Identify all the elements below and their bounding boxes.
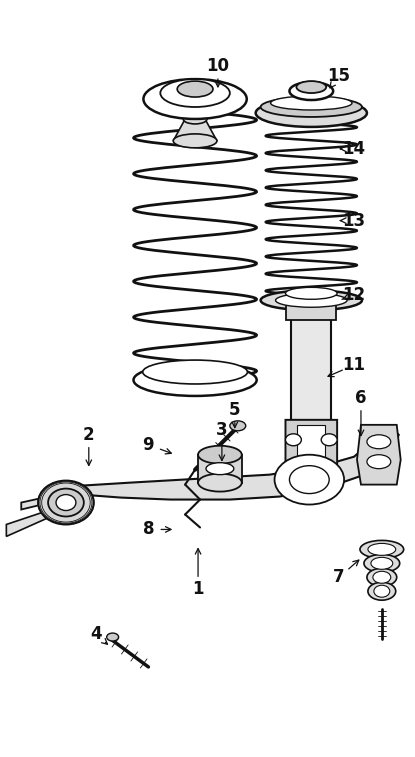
- Ellipse shape: [206, 463, 234, 475]
- Ellipse shape: [261, 291, 362, 310]
- Text: 14: 14: [342, 140, 366, 158]
- Ellipse shape: [173, 134, 217, 148]
- Bar: [198, 455, 242, 483]
- Ellipse shape: [286, 288, 337, 299]
- Ellipse shape: [256, 99, 367, 127]
- Ellipse shape: [289, 82, 333, 100]
- Ellipse shape: [143, 360, 247, 384]
- Text: 4: 4: [90, 625, 102, 643]
- Text: 12: 12: [342, 286, 366, 304]
- Ellipse shape: [367, 455, 391, 469]
- Ellipse shape: [296, 81, 326, 93]
- Ellipse shape: [276, 293, 347, 307]
- Polygon shape: [21, 491, 71, 509]
- Text: 11: 11: [342, 356, 366, 374]
- Ellipse shape: [183, 114, 207, 124]
- Ellipse shape: [367, 435, 391, 449]
- Ellipse shape: [230, 421, 246, 431]
- Text: 13: 13: [342, 212, 366, 229]
- Ellipse shape: [368, 544, 396, 556]
- Ellipse shape: [56, 494, 76, 510]
- Ellipse shape: [321, 434, 337, 446]
- Ellipse shape: [144, 79, 247, 119]
- Ellipse shape: [373, 572, 391, 583]
- Ellipse shape: [271, 96, 352, 110]
- Ellipse shape: [177, 81, 213, 97]
- Polygon shape: [173, 119, 217, 141]
- Polygon shape: [298, 425, 325, 459]
- Bar: [291, 310, 331, 420]
- Ellipse shape: [367, 569, 397, 586]
- Text: 3: 3: [216, 421, 228, 439]
- Ellipse shape: [289, 466, 329, 494]
- Text: 15: 15: [327, 67, 351, 85]
- Polygon shape: [286, 420, 337, 475]
- Ellipse shape: [286, 434, 301, 446]
- Text: 7: 7: [333, 569, 345, 586]
- Ellipse shape: [360, 540, 404, 559]
- Ellipse shape: [261, 97, 362, 117]
- Ellipse shape: [371, 557, 393, 569]
- Ellipse shape: [198, 474, 242, 491]
- Text: 2: 2: [83, 425, 95, 444]
- Ellipse shape: [198, 446, 242, 464]
- Ellipse shape: [275, 455, 344, 504]
- Polygon shape: [66, 427, 399, 500]
- Ellipse shape: [134, 364, 256, 396]
- Text: 8: 8: [143, 521, 154, 538]
- Polygon shape: [6, 509, 51, 537]
- Ellipse shape: [48, 488, 84, 516]
- Ellipse shape: [374, 585, 390, 597]
- Bar: [286, 305, 336, 320]
- Polygon shape: [357, 425, 401, 484]
- Ellipse shape: [38, 481, 94, 525]
- Ellipse shape: [364, 554, 400, 572]
- Text: 9: 9: [143, 436, 154, 453]
- Ellipse shape: [107, 633, 119, 641]
- Text: 5: 5: [229, 401, 241, 419]
- Text: 10: 10: [206, 57, 229, 75]
- Text: 6: 6: [355, 389, 367, 407]
- Text: 1: 1: [192, 580, 204, 598]
- Bar: [301, 301, 321, 320]
- Ellipse shape: [160, 79, 230, 107]
- Ellipse shape: [368, 582, 396, 600]
